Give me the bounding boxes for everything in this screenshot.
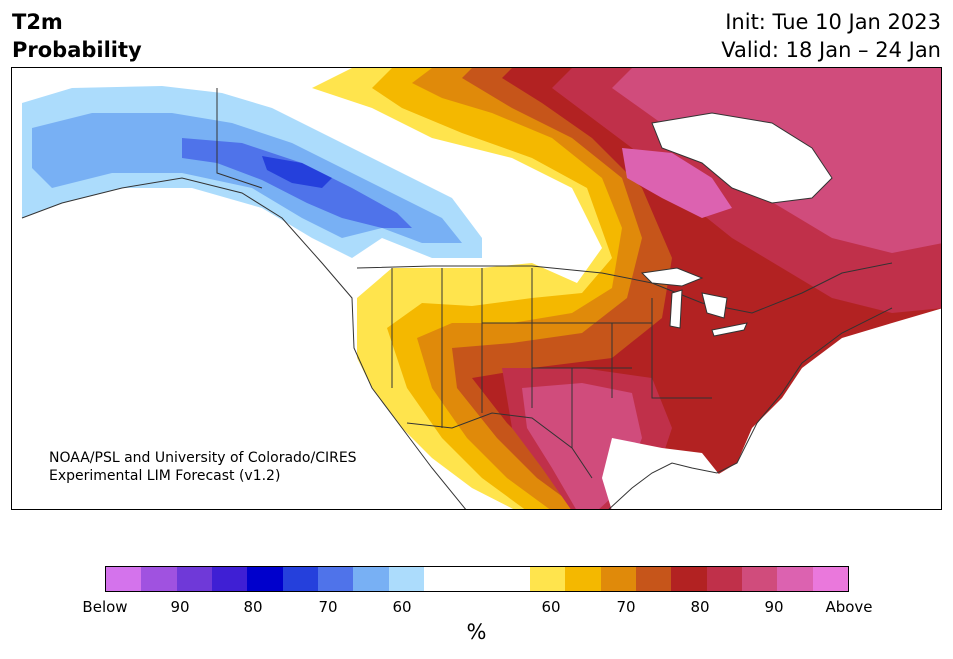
credit-model: Experimental LIM Forecast (v1.2): [49, 468, 281, 484]
colorbar-unit: %: [466, 620, 487, 644]
prob-band-rose: [522, 68, 941, 509]
coastline-west: [21, 177, 467, 509]
coastline-east: [608, 307, 893, 509]
colorbar-ticks: Below 90 80 70 60 60 70 80 90 Above: [0, 598, 953, 618]
hudson-bay-shore: [651, 112, 833, 204]
prob-band-pink: [622, 148, 732, 218]
lake-huron: [701, 292, 728, 319]
colorbar-below-seg: [388, 567, 424, 591]
map-title: T2m Probability: [12, 8, 142, 64]
colorbar-below-seg: [353, 567, 389, 591]
colorbar-above-seg: [741, 567, 778, 591]
colorbar-tick-label: 90: [764, 598, 784, 616]
colorbar-above-seg: [706, 567, 742, 591]
lake-erie: [711, 322, 748, 337]
credit-org: NOAA/PSL and University of Colorado/CIRE…: [49, 450, 357, 466]
us-mexico-border: [406, 412, 593, 479]
probability-colorbar: [105, 566, 849, 592]
init-date: Init: Tue 10 Jan 2023: [725, 10, 941, 34]
atlantic-ocean: [653, 308, 941, 509]
colorbar-tick-label: 90: [170, 598, 190, 616]
colorbar-below-seg: [141, 567, 177, 591]
colorbar-below-seg: [176, 567, 212, 591]
colorbar-below-seg: [211, 567, 248, 591]
colorbar-above-seg: [600, 567, 636, 591]
title-variable: T2m: [12, 10, 63, 34]
valid-range: Valid: 18 Jan – 24 Jan: [721, 38, 941, 62]
colorbar-tick-label: 70: [318, 598, 338, 616]
map-canvas: [12, 68, 941, 509]
colorbar-tick-label: 80: [243, 598, 263, 616]
colorbar-tick-label: 80: [690, 598, 710, 616]
colorbar-tick-label: 60: [541, 598, 561, 616]
colorbar-below-seg: [106, 567, 142, 591]
lake-superior: [640, 267, 704, 287]
colorbar-above-seg: [635, 567, 672, 591]
colorbar-tick-label: 70: [616, 598, 636, 616]
colorbar-above-seg: [671, 567, 707, 591]
probability-map: [11, 67, 942, 510]
great-lakes: [640, 267, 748, 337]
colorbar-above-seg: [777, 567, 813, 591]
title-type: Probability: [12, 38, 142, 62]
colorbar-tick-label: Above: [825, 598, 873, 616]
colorbar-above-seg: [565, 567, 601, 591]
colorbar-below-seg: [247, 567, 283, 591]
state-lines: [391, 268, 712, 448]
colorbar-neutral-seg: [423, 567, 530, 591]
colorbar-above-seg: [529, 567, 566, 591]
forecast-dates: Init: Tue 10 Jan 2023 Valid: 18 Jan – 24…: [721, 8, 941, 64]
pacific-ocean: [12, 198, 471, 509]
alaska-border: [216, 88, 263, 189]
lake-michigan: [669, 289, 683, 329]
colorbar-below-seg: [282, 567, 318, 591]
colorbar-above-seg: [812, 567, 848, 591]
colorbar-tick-label: 60: [392, 598, 412, 616]
credit-text: NOAA/PSL and University of Colorado/CIRE…: [49, 449, 357, 485]
prob-band-below-90: [262, 156, 332, 188]
hudson-bay: [652, 113, 832, 203]
colorbar-tick-label: Below: [82, 598, 128, 616]
colorbar-below-seg: [317, 567, 354, 591]
gulf-of-mexico: [602, 438, 722, 509]
